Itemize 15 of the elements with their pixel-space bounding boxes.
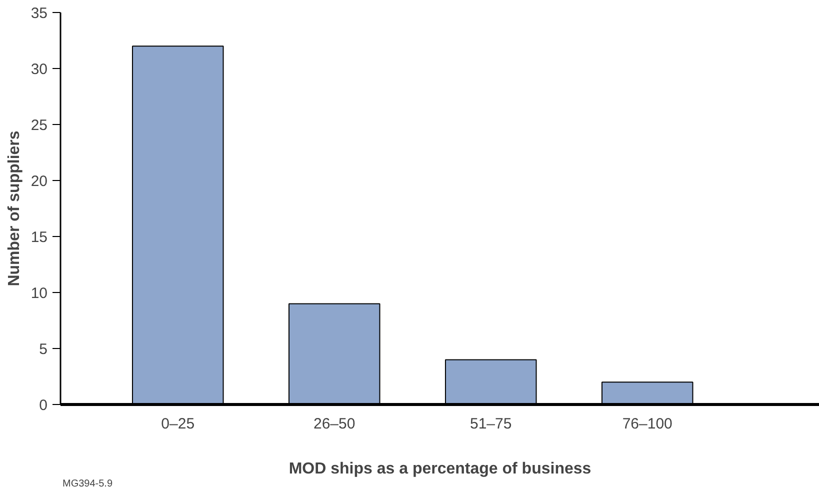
y-tick-label: 20 xyxy=(30,173,48,190)
x-tick-label: 76–100 xyxy=(622,416,672,432)
y-tick-label: 10 xyxy=(30,285,48,302)
y-tick-label: 15 xyxy=(30,229,48,246)
y-tick-label: 0 xyxy=(39,397,48,414)
y-tick-label: 5 xyxy=(39,341,48,358)
x-axis-title: MOD ships as a percentage of business xyxy=(288,460,592,478)
y-tick-label: 30 xyxy=(30,61,48,78)
x-tick-label: 0–25 xyxy=(161,416,195,432)
text: MG394-5.9 xyxy=(62,478,113,490)
x-tick-label: 26–50 xyxy=(314,416,356,432)
y-tick-label: 25 xyxy=(30,117,48,134)
y-tick-label: 35 xyxy=(30,5,48,22)
x-tick-label: 51–75 xyxy=(470,416,512,432)
y-axis-title: Number of suppliers xyxy=(6,130,23,286)
